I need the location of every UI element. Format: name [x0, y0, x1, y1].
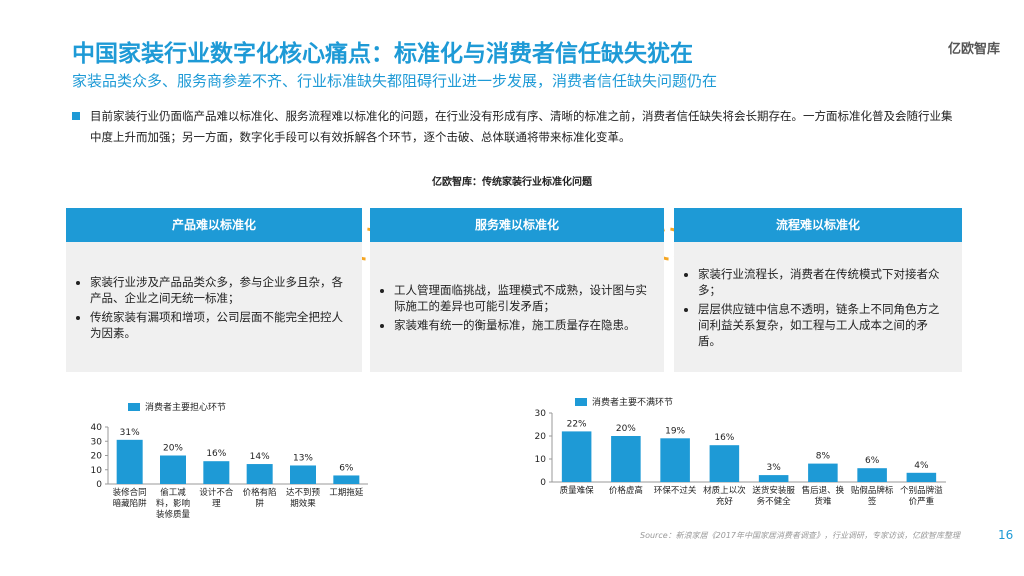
bullet-square: [72, 112, 80, 120]
y-tick-label: 40: [91, 423, 103, 433]
legend-swatch: [128, 403, 140, 411]
column-header: 服务难以标准化: [370, 208, 664, 242]
x-tick-label: 价格有陷阱: [242, 488, 277, 509]
value-label: 19%: [665, 426, 685, 436]
column-header: 产品难以标准化: [66, 208, 362, 242]
subtitle: 家装品类众多、服务商参差不齐、行业标准缺失都阻碍行业进一步发展，消费者信任缺失问…: [72, 72, 718, 90]
y-tick-label: 0: [96, 480, 102, 490]
bullet: 家装难有统一的衡量标准，施工质量存在隐患。: [394, 317, 650, 333]
bar: [611, 436, 641, 482]
y-tick-label: 0: [540, 478, 546, 488]
figure-caption: 亿欧智库：传统家装行业标准化问题: [432, 177, 592, 188]
x-tick-label: 偷工减料，影响装修质量: [155, 488, 190, 520]
column-header: 流程难以标准化: [674, 208, 962, 242]
x-tick-label: 工期拖延: [329, 488, 364, 498]
bullet-list: 家装行业流程长，消费者在传统模式下对接者众多；层层供应链中信息不透明，链条上不同…: [674, 263, 962, 352]
bar: [808, 463, 838, 482]
bar: [203, 461, 230, 484]
bullet-list: 家装行业涉及产品品类众多，参与企业多且杂，各产品、企业之间无统一标准；传统家装有…: [66, 271, 362, 344]
x-tick-label: 价格虚高: [608, 486, 643, 496]
logo: 亿欧智库: [948, 42, 1001, 57]
bullet: 层层供应链中信息不透明，链条上不同角色方之间利益关系复杂，如工程与工人成本之间的…: [698, 301, 948, 349]
y-tick-label: 10: [91, 466, 103, 476]
y-tick-label: 30: [535, 409, 547, 419]
x-tick-label: 贴假品牌标签: [850, 486, 894, 507]
bullet: 家装行业涉及产品品类众多，参与企业多且杂，各产品、企业之间无统一标准；: [90, 274, 348, 306]
column-body: 工人管理面临挑战，监理模式不成熟，设计图与实际施工的差异也可能引发矛盾； 家装难有…: [370, 242, 664, 372]
value-label: 16%: [206, 449, 226, 459]
title: 中国家装行业数字化核心痛点：标准化与消费者信任缺失犹在: [72, 41, 693, 67]
bar: [160, 455, 186, 484]
bar: [290, 465, 316, 484]
bar: [906, 472, 937, 482]
value-label: 6%: [339, 463, 354, 473]
bar: [561, 431, 592, 482]
bar: [333, 475, 360, 484]
value-label: 14%: [250, 452, 270, 462]
x-tick-label: 装修合同暗藏陷阱: [112, 488, 147, 509]
legend-label: 消费者主要担心环节: [145, 401, 226, 413]
value-label: 16%: [714, 433, 734, 443]
x-tick-label: 设计不合理: [199, 488, 234, 509]
bar: [660, 438, 690, 482]
value-label: 13%: [293, 453, 313, 463]
value-label: 31%: [120, 428, 140, 438]
x-tick-label: 质量难保: [559, 486, 594, 496]
bullet: 工人管理面临挑战，监理模式不成熟，设计图与实际施工的差异也可能引发矛盾；: [394, 282, 650, 314]
y-tick-label: 10: [535, 455, 547, 465]
y-tick-label: 20: [535, 432, 547, 442]
value-label: 6%: [865, 456, 880, 466]
bar: [709, 445, 740, 482]
y-tick-label: 20: [91, 452, 103, 462]
value-label: 4%: [914, 461, 929, 471]
value-label: 8%: [816, 452, 831, 462]
page-number: 16: [998, 528, 1014, 542]
bullet-list: 工人管理面临挑战，监理模式不成熟，设计图与实际施工的差异也可能引发矛盾； 家装难有…: [370, 279, 664, 336]
bar: [116, 439, 143, 484]
x-tick-label: 环保不过关: [653, 486, 697, 496]
bar: [246, 464, 273, 484]
bar: [857, 468, 887, 482]
source: Source：新浪家居《2017年中国家居消费者调查》，行业调研，专家访谈，亿欧…: [640, 531, 961, 540]
y-tick-label: 30: [91, 437, 103, 447]
intro: 目前家装行业仍面临产品难以标准化、服务流程难以标准化的问题，在行业没有形成有序、…: [90, 109, 953, 144]
x-tick-label: 个别品牌溢价严重: [900, 486, 943, 507]
legend-label: 消费者主要不满环节: [592, 396, 673, 408]
value-label: 3%: [766, 463, 781, 473]
column-body: 家装行业涉及产品品类众多，参与企业多且杂，各产品、企业之间无统一标准；传统家装有…: [66, 242, 362, 372]
x-tick-label: 材质上以次充好: [703, 486, 746, 507]
bullet: 传统家装有漏项和增项，公司层面不能完全把控人为因素。: [90, 309, 348, 341]
bar: [758, 475, 789, 482]
legend-swatch: [575, 398, 587, 406]
value-label: 20%: [616, 424, 636, 434]
x-tick-label: 达不到预期效果: [285, 488, 320, 509]
x-tick-label: 送货安装服务不健全: [752, 486, 795, 507]
column-body: 家装行业流程长，消费者在传统模式下对接者众多；层层供应链中信息不透明，链条上不同…: [674, 242, 962, 372]
value-label: 20%: [163, 444, 183, 454]
value-label: 22%: [567, 419, 587, 429]
x-tick-label: 售后退、换货难: [801, 486, 845, 507]
bullet: 家装行业流程长，消费者在传统模式下对接者众多；: [698, 266, 948, 298]
